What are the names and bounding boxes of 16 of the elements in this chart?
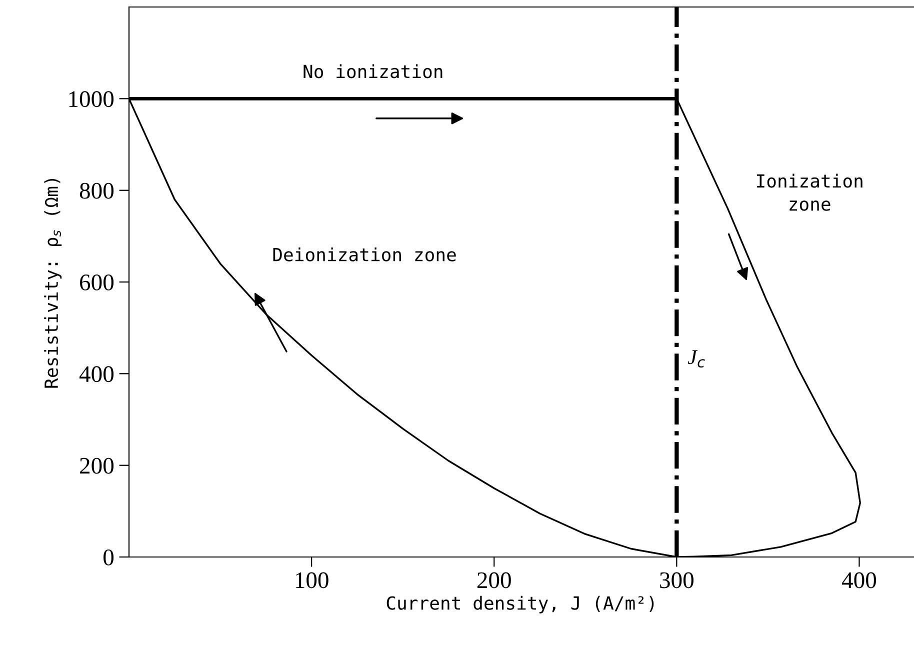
x-tick-label: 300 xyxy=(660,572,694,588)
x-tick-label: 400 xyxy=(842,572,876,588)
x-tick-label: 200 xyxy=(477,572,511,588)
y-tick-label: 200 xyxy=(80,458,114,474)
y-tick-label: 600 xyxy=(80,274,114,290)
y-tick-label: 800 xyxy=(80,182,114,199)
x-tick-label: 100 xyxy=(296,572,328,588)
annotation: No ionization xyxy=(304,64,442,78)
text: Resistivity: ρ$_{s}$ (Ωm) xyxy=(44,178,62,388)
y-tick-label: 0 xyxy=(104,549,114,566)
x-axis-title: Current density, J (A/m²) xyxy=(386,596,654,614)
y-tick-label: 400 xyxy=(79,366,114,382)
ref-line-label: J$_{c}$ xyxy=(688,350,705,368)
annotation: Ionization zone xyxy=(757,174,862,211)
y-tick-label: 1000 xyxy=(69,91,114,108)
annotation: Deionization zone xyxy=(273,247,456,262)
